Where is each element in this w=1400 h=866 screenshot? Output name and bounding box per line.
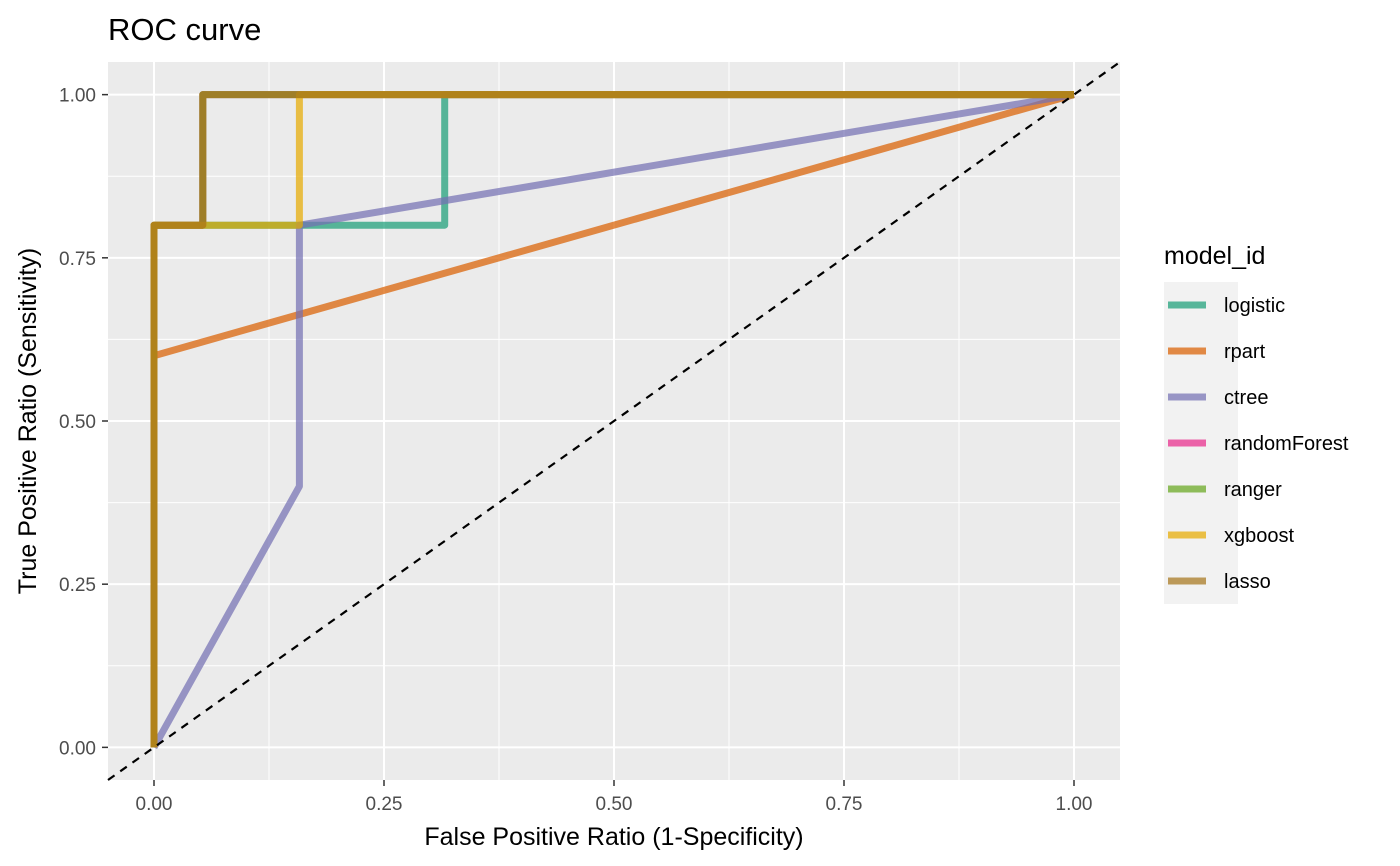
reference-line-layer [107,61,1121,781]
x-tick-label: 0.00 [136,794,173,815]
legend-title: model_id [1164,242,1265,270]
y-tick-label: 0.00 [59,738,96,759]
y-tick-label: 0.25 [59,575,96,596]
y-tick-label: 0.50 [59,412,96,433]
series-line-lasso [150,91,1074,748]
y-axis-title: True Positive Ratio (Sensitivity) [14,248,42,594]
legend-items: logistic rpart ctree randomForest ranger xgbo… [1168,295,1349,593]
x-tick-label: 1.00 [1056,794,1093,815]
legend-label-ctree: ctree [1224,387,1268,409]
x-axis-ticks: 0.00 0.25 0.50 0.75 1.00 [136,780,1093,815]
x-axis-title: False Positive Ratio (1-Specificity) [424,823,803,851]
legend-label-xgboost: xgboost [1224,525,1294,547]
y-tick-label: 0.75 [59,249,96,270]
series-layer [150,91,1075,750]
x-tick-label: 0.25 [366,794,403,815]
x-tick-label: 0.50 [596,794,633,815]
legend-label-logistic: logistic [1224,295,1285,317]
legend-label-randomforest: randomForest [1224,433,1349,455]
diagonal-reference-line [107,61,1121,781]
legend-label-lasso: lasso [1224,571,1271,593]
legend-label-ranger: ranger [1224,479,1282,501]
y-tick-label: 1.00 [59,86,96,107]
legend: model_id logistic rpart ctree randomForest r… [1164,242,1349,604]
legend-label-rpart: rpart [1224,341,1266,363]
series-line-ctree [150,91,1075,750]
x-tick-label: 0.75 [826,794,863,815]
y-axis-ticks: 0.00 0.25 0.50 0.75 1.00 [59,86,108,759]
chart-title: ROC curve [108,12,261,47]
